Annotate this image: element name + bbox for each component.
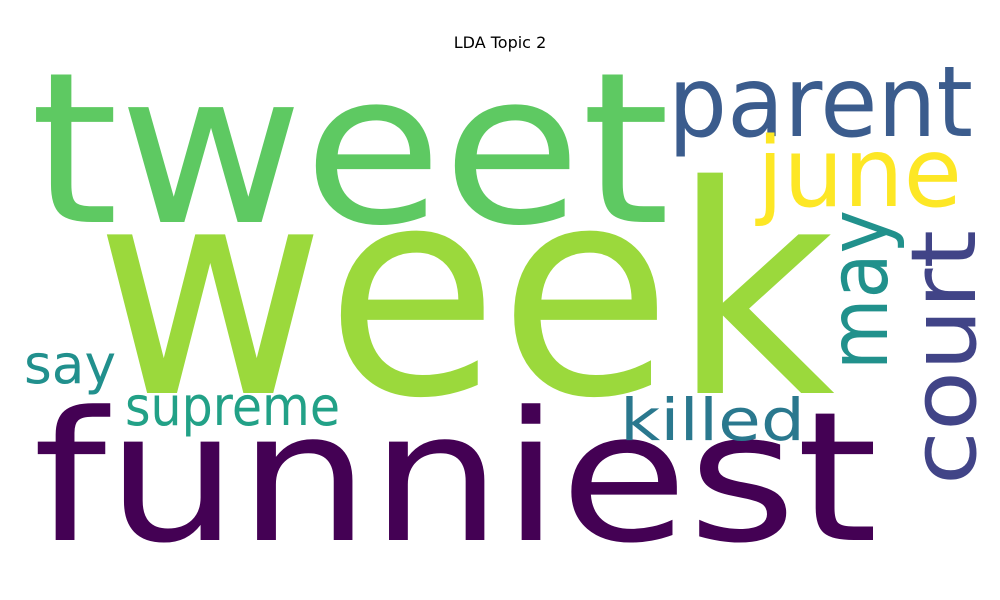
word-killed: killed	[620, 386, 805, 454]
chart-title: LDA Topic 2	[453, 33, 547, 52]
word-court: court	[892, 230, 997, 485]
word-june: june	[755, 117, 962, 229]
word-tweet: tweet	[30, 27, 670, 272]
word-funniest: funniest	[33, 374, 878, 583]
word-say: say	[24, 333, 116, 396]
word-supreme: supreme	[125, 375, 340, 438]
word-may: may	[812, 210, 907, 370]
word-parent: parent	[668, 46, 973, 160]
word-week: week	[95, 125, 835, 462]
